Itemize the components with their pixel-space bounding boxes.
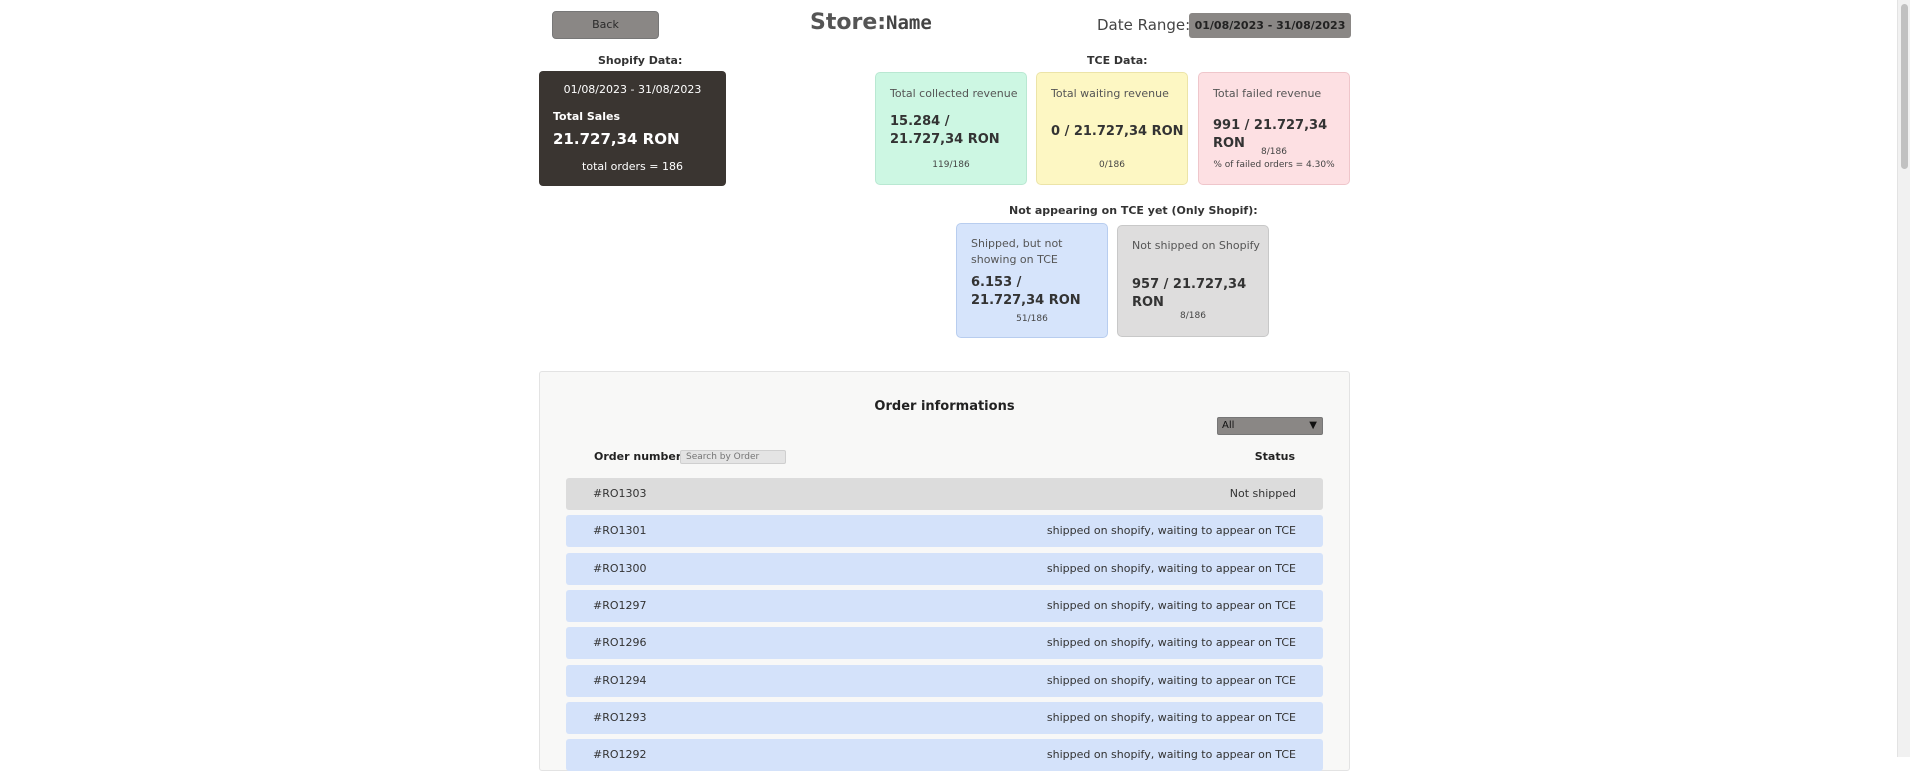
table-row[interactable]: #RO1292 shipped on shopify, waiting to a… xyxy=(566,739,1323,771)
shipped-not-tce-card: Shipped, but not showing on TCE 6.153 / … xyxy=(956,223,1108,338)
status-filter-select[interactable]: All ▼ xyxy=(1217,417,1323,435)
scrollbar-thumb[interactable] xyxy=(1901,4,1908,169)
order-status: shipped on shopify, waiting to appear on… xyxy=(1046,711,1296,724)
back-button[interactable]: Back xyxy=(552,11,659,39)
failed-title: Total failed revenue xyxy=(1213,87,1322,100)
table-row[interactable]: #RO1294 shipped on shopify, waiting to a… xyxy=(566,665,1323,697)
order-status: shipped on shopify, waiting to appear on… xyxy=(1046,674,1296,687)
waiting-foot: 0/186 xyxy=(1099,160,1125,170)
order-number: #RO1296 xyxy=(593,636,647,649)
store-name: Name xyxy=(886,12,932,34)
table-row[interactable]: #RO1303 Not shipped xyxy=(566,478,1323,510)
failed-value: 991 / 21.727,34 RON xyxy=(1213,118,1328,151)
total-orders: total orders = 186 xyxy=(582,160,683,173)
order-number: #RO1301 xyxy=(593,524,647,537)
status-filter-value: All xyxy=(1222,420,1235,431)
order-status: shipped on shopify, waiting to appear on… xyxy=(1046,562,1296,575)
collected-foot: 119/186 xyxy=(932,160,970,170)
order-number: #RO1303 xyxy=(593,487,647,500)
not-appearing-section-label: Not appearing on TCE yet (Only Shopif): xyxy=(1009,204,1258,217)
date-range-label: Date Range: xyxy=(1097,16,1191,34)
tce-section-label: TCE Data: xyxy=(1087,54,1148,67)
order-number: #RO1292 xyxy=(593,748,647,761)
collected-value: 15.284 / 21.727,34 RON xyxy=(890,114,1000,147)
collected-revenue-card: Total collected revenue 15.284 / 21.727,… xyxy=(875,72,1027,185)
not-shipped-card: Not shipped on Shopify 957 / 21.727,34 R… xyxy=(1117,225,1269,337)
table-row[interactable]: #RO1301 shipped on shopify, waiting to a… xyxy=(566,515,1323,547)
shipped-not-tce-title: Shipped, but not showing on TCE xyxy=(971,237,1063,266)
order-status: shipped on shopify, waiting to appear on… xyxy=(1046,636,1296,649)
status-header: Status xyxy=(1254,450,1295,463)
chevron-down-icon: ▼ xyxy=(1309,420,1317,431)
total-sales-value: 21.727,34 RON xyxy=(553,130,680,148)
order-status: shipped on shopify, waiting to appear on… xyxy=(1046,599,1296,612)
not-shipped-foot: 8/186 xyxy=(1180,311,1206,321)
order-status: shipped on shopify, waiting to appear on… xyxy=(1046,748,1296,761)
not-shipped-title: Not shipped on Shopify xyxy=(1132,239,1260,252)
waiting-value: 0 / 21.727,34 RON xyxy=(1051,124,1184,139)
total-sales-label: Total Sales xyxy=(553,110,621,123)
collected-title: Total collected revenue xyxy=(890,87,1018,100)
shipped-not-tce-foot: 51/186 xyxy=(1016,314,1048,324)
order-number: #RO1294 xyxy=(593,674,647,687)
table-row[interactable]: #RO1293 shipped on shopify, waiting to a… xyxy=(566,702,1323,734)
table-row[interactable]: #RO1297 shipped on shopify, waiting to a… xyxy=(566,590,1323,622)
page-scrollbar[interactable] xyxy=(1897,0,1910,757)
order-number-header: Order number xyxy=(594,450,682,463)
waiting-revenue-card: Total waiting revenue 0 / 21.727,34 RON … xyxy=(1036,72,1188,185)
failed-foot: 8/186 xyxy=(1261,147,1287,157)
order-number: #RO1293 xyxy=(593,711,647,724)
shopify-section-label: Shopify Data: xyxy=(598,54,683,67)
shopify-summary-card: 01/08/2023 - 31/08/2023 Total Sales 21.7… xyxy=(539,71,726,186)
table-row[interactable]: #RO1300 shipped on shopify, waiting to a… xyxy=(566,553,1323,585)
failed-percentage: % of failed orders = 4.30% xyxy=(1213,160,1335,170)
waiting-title: Total waiting revenue xyxy=(1051,87,1169,100)
table-row[interactable]: #RO1296 shipped on shopify, waiting to a… xyxy=(566,627,1323,659)
shipped-not-tce-value: 6.153 / 21.727,34 RON xyxy=(971,275,1081,308)
shopify-range: 01/08/2023 - 31/08/2023 xyxy=(563,83,702,96)
order-panel: Order informations All ▼ Order number St… xyxy=(539,371,1350,771)
date-range-picker[interactable]: 01/08/2023 - 31/08/2023 xyxy=(1189,13,1351,38)
order-status: Not shipped xyxy=(1229,487,1296,500)
order-panel-title: Order informations xyxy=(874,399,1015,414)
order-number: #RO1300 xyxy=(593,562,647,575)
failed-revenue-card: Total failed revenue 991 / 21.727,34 RON… xyxy=(1198,72,1350,185)
order-number: #RO1297 xyxy=(593,599,647,612)
order-search-input[interactable] xyxy=(680,450,786,464)
order-status: shipped on shopify, waiting to appear on… xyxy=(1046,524,1296,537)
not-shipped-value: 957 / 21.727,34 RON xyxy=(1132,277,1247,310)
store-label: Store: xyxy=(810,10,887,35)
